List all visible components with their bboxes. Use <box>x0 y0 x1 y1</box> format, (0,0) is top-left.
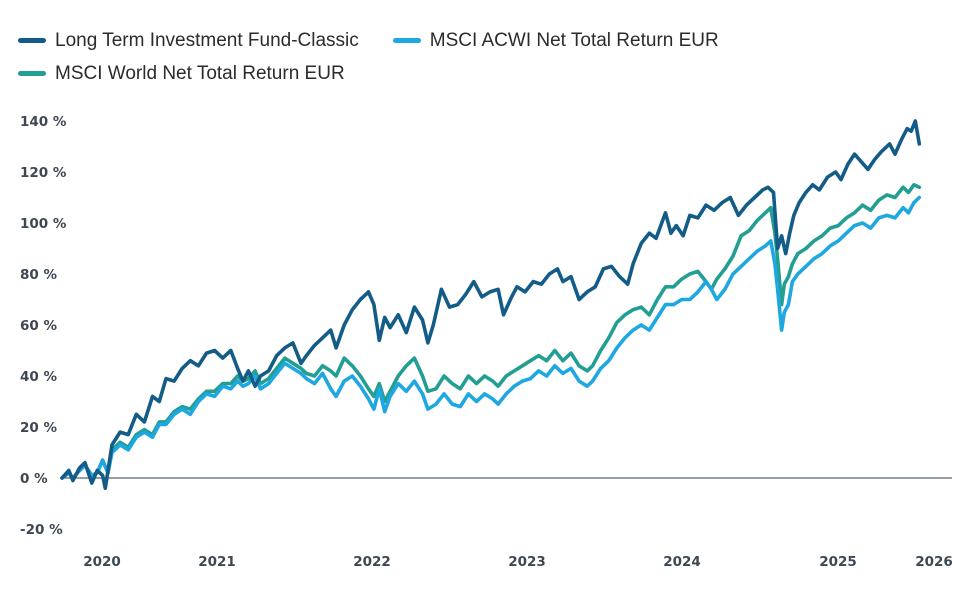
series-layer <box>60 119 922 490</box>
y-tick-label: -20 % <box>20 522 63 538</box>
y-tick-label: 20 % <box>20 420 57 436</box>
legend-label-world: MSCI World Net Total Return EUR <box>55 62 345 84</box>
x-tick-label: 2023 <box>508 554 546 570</box>
legend-row-1: Long Term Investment Fund-Classic MSCI A… <box>18 24 958 57</box>
y-tick-label: 120 % <box>20 165 67 181</box>
legend-swatch-acwi <box>392 38 421 43</box>
x-tick-label: 2020 <box>83 554 121 570</box>
y-tick-label: 60 % <box>20 318 57 334</box>
legend-label-fund: Long Term Investment Fund-Classic <box>55 29 359 51</box>
chart-legend: Long Term Investment Fund-Classic MSCI A… <box>18 24 958 90</box>
x-tick-label: 2024 <box>663 554 701 570</box>
legend-row-2: MSCI World Net Total Return EUR <box>18 57 958 90</box>
y-tick-label: 40 % <box>20 369 57 385</box>
series-line-acwi <box>60 195 922 480</box>
y-tick-label: 0 % <box>20 471 48 487</box>
legend-item-world: MSCI World Net Total Return EUR <box>18 63 345 85</box>
y-tick-label: 100 % <box>20 216 67 232</box>
legend-label-acwi: MSCI ACWI Net Total Return EUR <box>429 29 719 51</box>
x-tick-label: 2026 <box>915 554 953 570</box>
y-tick-label: 140 % <box>20 114 67 130</box>
x-tick-label: 2025 <box>819 554 857 570</box>
y-axis: -20 % 0 % 20 % 40 % 60 % 80 % 100 % 120 % 140 % <box>20 114 67 538</box>
x-axis: 2020 2021 2022 2023 2024 2025 2026 <box>83 554 953 570</box>
x-tick-label: 2021 <box>198 554 236 570</box>
y-tick-label: 80 % <box>20 267 57 283</box>
legend-item-fund: Long Term Investment Fund-Classic <box>18 30 359 52</box>
legend-swatch-world <box>18 71 46 76</box>
legend-item-acwi: MSCI ACWI Net Total Return EUR <box>392 29 719 52</box>
x-tick-label: 2022 <box>353 554 391 570</box>
legend-swatch-fund <box>18 38 46 43</box>
series-line-fund <box>60 119 922 490</box>
